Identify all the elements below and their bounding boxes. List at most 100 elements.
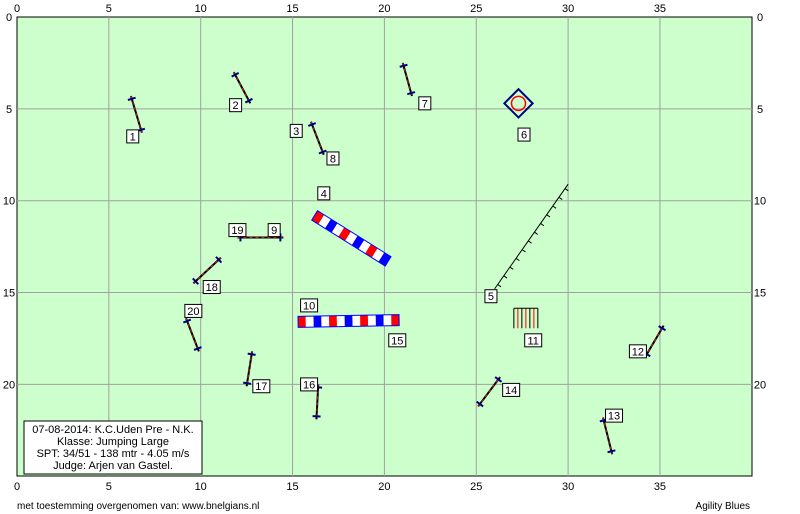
obstacle-5: 5 (484, 183, 569, 304)
obstacle-13: 13 (599, 408, 624, 455)
tunnel-segment (344, 315, 353, 327)
jump-wing (247, 352, 256, 356)
jump-wing (215, 256, 223, 264)
obstacle-number: 5 (488, 291, 494, 303)
obstacle-16: 16 (300, 377, 323, 420)
obstacle-number-box (228, 223, 247, 238)
obstacle-number: 14 (505, 385, 517, 397)
obstacle-number-box (484, 289, 498, 304)
tunnel-segment (383, 314, 392, 326)
jump-wing (242, 381, 252, 385)
weave-pole (552, 205, 557, 209)
x-tick-top: 35 (654, 3, 666, 15)
tunnel-segment (336, 315, 345, 327)
jump-wing (494, 376, 503, 383)
y-tick-right: 20 (754, 379, 766, 391)
tunnel-segment (313, 316, 322, 328)
grid (17, 17, 752, 476)
x-tick-bottom: 0 (14, 481, 20, 493)
jump-wing (399, 63, 408, 68)
info-box: 07-08-2014: K.C.Uden Pre - N.K. Klasse: … (23, 420, 203, 475)
jump-wing (307, 122, 317, 127)
obstacle-number-box (229, 98, 243, 113)
obstacle-15: 15 (388, 333, 407, 348)
x-tick-top: 30 (562, 3, 574, 15)
tunnel-outline (311, 210, 392, 267)
obstacle-number-box (605, 408, 624, 423)
obstacle-number: 8 (330, 153, 336, 165)
y-tick-left: 10 (3, 196, 15, 208)
y-tick-right: 5 (757, 104, 763, 116)
y-tick-right: 10 (754, 196, 766, 208)
obstacle-number-box (628, 344, 647, 359)
obstacle-number: 3 (293, 126, 299, 138)
obstacle-number-box (317, 186, 331, 201)
obstacle-number: 1 (130, 131, 136, 143)
weave-pole (497, 284, 502, 288)
jump-pole (309, 121, 325, 156)
tunnel-segment (358, 240, 371, 254)
jump-wing (231, 72, 240, 78)
obstacle-number-box (502, 382, 521, 397)
obstacle-20: 20 (183, 303, 203, 352)
tunnel-segment (365, 244, 378, 258)
obstacle-number: 18 (206, 282, 218, 294)
tunnel-outline (297, 314, 400, 328)
obstacle-10: 10 (297, 298, 400, 328)
tunnel-segment (351, 235, 365, 250)
jump-pole (185, 317, 200, 352)
tunnel-segment (298, 316, 306, 328)
jump-pole (401, 62, 413, 97)
obstacle-number-box (267, 223, 281, 238)
y-tick-left: 0 (6, 12, 12, 24)
jump-wing (318, 149, 327, 155)
obstacle-number: 13 (608, 411, 620, 423)
tunnel-segment (375, 314, 384, 326)
obstacle-6: 6 (502, 87, 535, 142)
obstacle-number-box (300, 377, 319, 392)
jump-wing (183, 318, 192, 324)
jump-pole (232, 71, 252, 104)
obstacle-number: 7 (422, 98, 428, 110)
obstacle-number: 10 (303, 300, 315, 312)
obstacle-8: 8 (326, 151, 340, 166)
tunnel-segment (371, 248, 385, 262)
weave-pole (540, 223, 545, 227)
obstacle-number: 12 (632, 346, 644, 358)
obstacle-2: 2 (229, 71, 253, 113)
x-tick-top: 20 (378, 3, 390, 15)
tunnel-segment (391, 314, 400, 326)
obstacle-number: 17 (255, 381, 267, 393)
obstacle-number-box (252, 379, 271, 394)
info-line-3: SPT: 34/51 - 138 mtr - 4.05 m/s (37, 448, 190, 460)
table-frame (502, 87, 535, 119)
x-tick-bottom: 5 (106, 481, 112, 493)
x-tick-top: 5 (106, 3, 112, 15)
jump-wing (476, 400, 484, 408)
obstacle-14: 14 (476, 376, 521, 408)
obstacle-18: 18 (192, 256, 223, 295)
x-tick-top: 10 (195, 3, 207, 15)
y-tick-left: 15 (3, 288, 15, 300)
obstacle-3: 3 (289, 121, 327, 156)
weave-pole (558, 196, 563, 200)
x-tick-top: 25 (470, 3, 482, 15)
x-tick-bottom: 25 (470, 481, 482, 493)
obstacle-number: 11 (527, 335, 538, 347)
weave-base (494, 183, 569, 290)
obstacle-number-box (184, 303, 203, 318)
info-line-4: Judge: Arjen van Gastel. (53, 460, 173, 472)
obstacle-number: 4 (321, 188, 327, 200)
tunnel-segment (325, 219, 338, 233)
info-line-2: Klasse: Jumping Large (57, 436, 169, 448)
jump-pole (245, 351, 254, 387)
tunnel-segment (331, 223, 345, 237)
x-tick-top: 15 (286, 3, 298, 15)
tunnel-segment (318, 214, 331, 229)
obstacle-number-box (418, 96, 432, 111)
weave-pole (546, 214, 551, 218)
tunnel-segment (311, 210, 325, 225)
obstacle-number: 2 (233, 100, 239, 112)
jump-wing (244, 97, 253, 104)
